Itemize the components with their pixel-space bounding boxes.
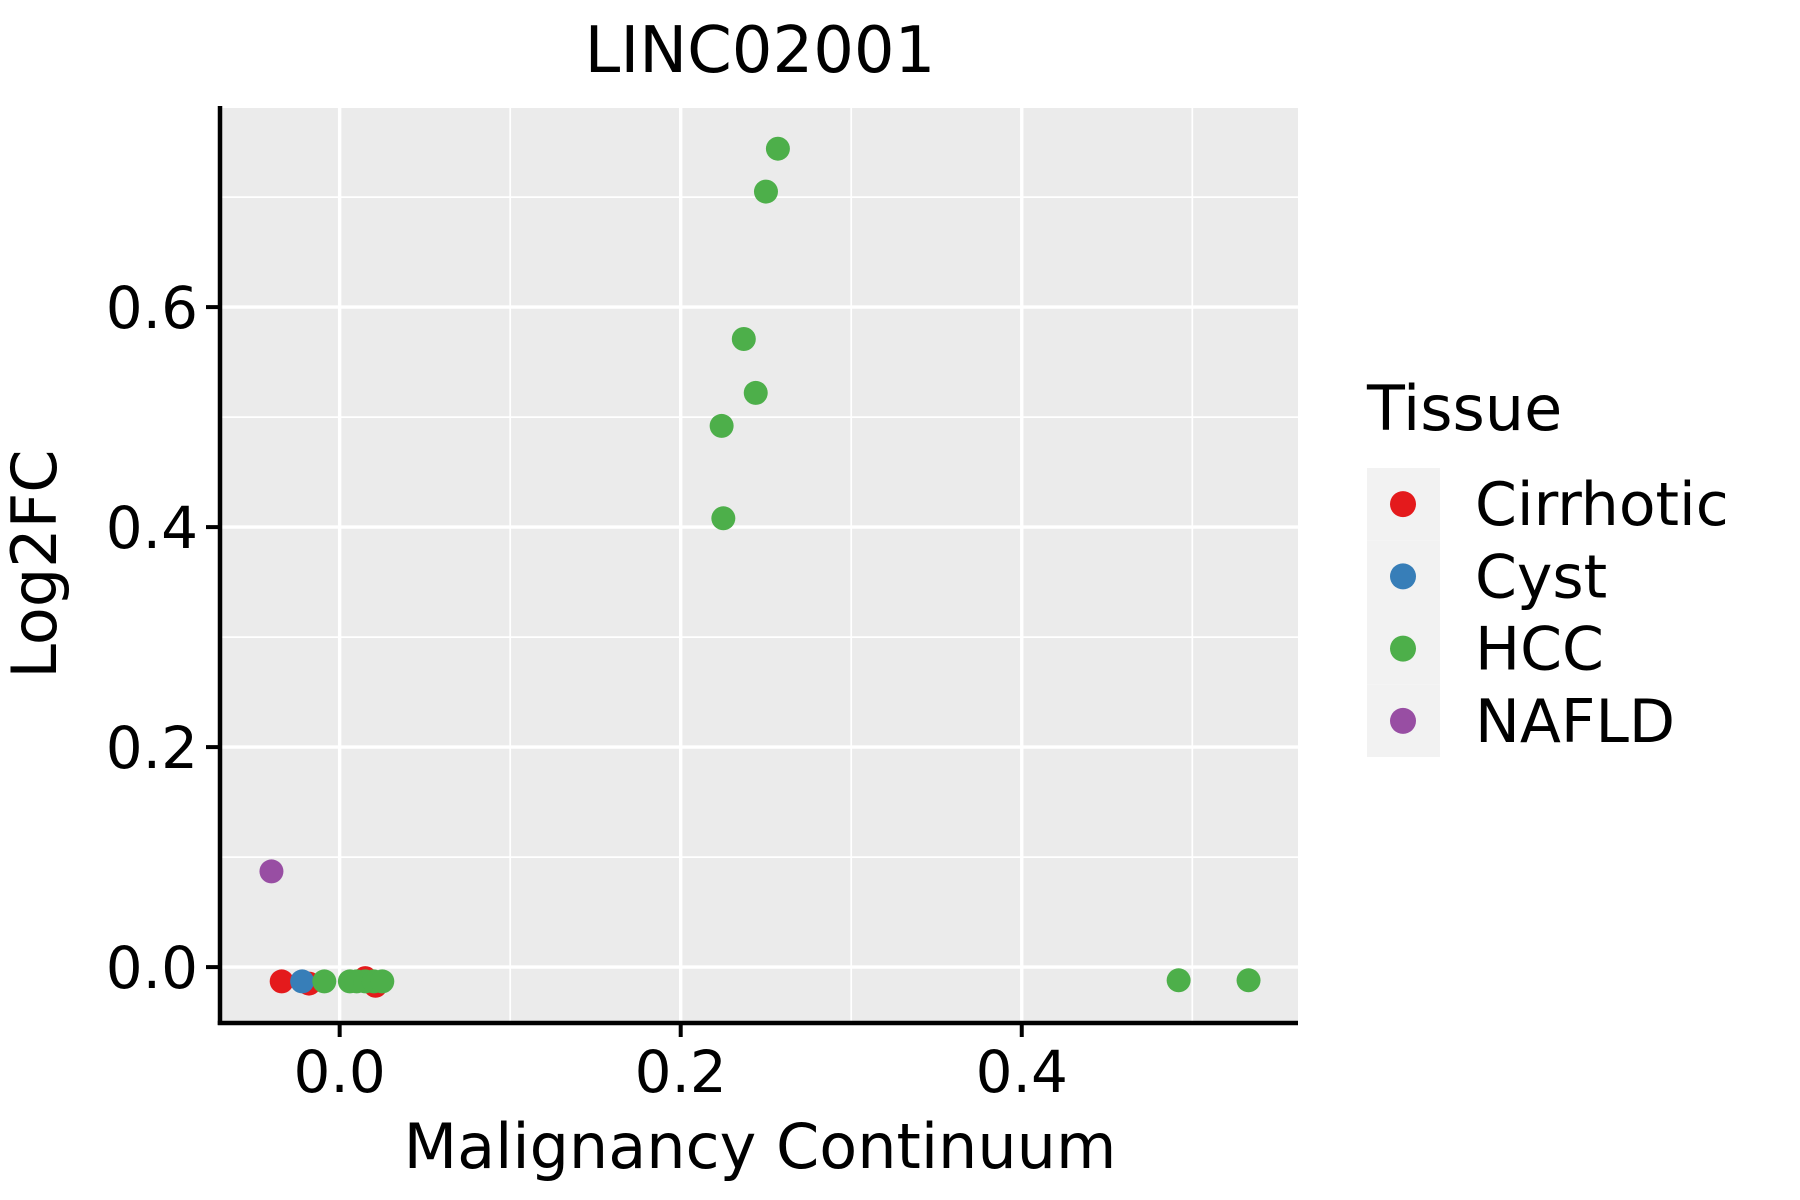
data-point-cyst (290, 969, 315, 994)
tick-marks (206, 305, 1024, 1037)
data-point-hcc (1236, 968, 1261, 993)
data-point-hcc (312, 969, 337, 994)
legend-dot-nafld (1390, 707, 1416, 734)
data-point-hcc (711, 506, 736, 531)
y-tick-label: 0.0 (106, 934, 198, 1002)
data-point-hcc (743, 380, 768, 405)
y-axis-title: Log2FC (0, 449, 71, 678)
legend-label-cirrhotic: Cirrhotic (1475, 470, 1729, 540)
data-point-nafld (259, 859, 284, 884)
major-gridlines (222, 108, 1298, 1021)
data-point-hcc (731, 327, 756, 351)
legend-label-cyst: Cyst (1475, 542, 1607, 612)
x-axis-title: Malignancy Continuum (404, 1110, 1117, 1183)
data-point-hcc (709, 413, 734, 438)
data-point-hcc (753, 179, 778, 204)
data-point-hcc (765, 136, 790, 161)
axis-spines (217, 106, 1298, 1026)
x-tick-label: 0.4 (976, 1038, 1068, 1106)
data-point-hcc (370, 969, 395, 994)
x-tick-label: 0.2 (635, 1038, 727, 1106)
legend-label-nafld: NAFLD (1475, 687, 1675, 757)
data-point-hcc (1166, 968, 1191, 993)
y-tick-label: 0.6 (106, 274, 198, 342)
data-point-cirrhotic (269, 969, 294, 994)
legend-dot-hcc (1390, 635, 1416, 662)
legend-dot-cyst (1390, 563, 1416, 590)
tick-labels: 0.0 0.2 0.4 0.0 0.2 0.4 0.6 (106, 274, 1068, 1106)
legend-label-hcc: HCC (1475, 615, 1604, 685)
data-points (259, 136, 1261, 998)
legend-dot-cirrhotic (1390, 491, 1416, 518)
y-tick-label: 0.2 (106, 714, 198, 782)
x-tick-label: 0.0 (294, 1038, 386, 1106)
plot-panel (222, 108, 1298, 1021)
legend-title: Tissue (1366, 372, 1562, 445)
chart-title: LINC02001 (585, 14, 936, 88)
y-tick-label: 0.4 (106, 494, 198, 562)
